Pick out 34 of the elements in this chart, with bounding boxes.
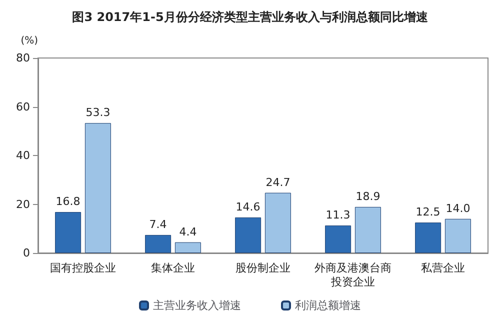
data-label: 14.6 <box>236 200 260 214</box>
bar <box>415 222 442 253</box>
data-label: 24.7 <box>266 176 290 189</box>
data-label: 18.9 <box>356 190 380 203</box>
bar <box>264 192 291 253</box>
legend-label: 主营业务收入增速 <box>153 299 241 312</box>
y-tick-label: 80 <box>16 52 30 64</box>
bar <box>145 234 172 253</box>
y-tick-label: 60 <box>16 100 30 114</box>
y-tick-label: 20 <box>16 198 30 211</box>
data-label: 14.0 <box>446 202 470 215</box>
data-label: 4.4 <box>179 225 197 238</box>
data-label: 11.3 <box>326 208 350 222</box>
x-tick-label: 集体企业 <box>151 262 195 274</box>
x-tick-label: 外商及港澳台商投资企业 <box>314 262 392 288</box>
x-tick-label: 私营企业 <box>421 262 465 274</box>
y-tick-label: 40 <box>16 149 30 162</box>
y-tick-label: 0 <box>23 246 30 260</box>
bar <box>354 206 381 253</box>
bar <box>235 217 262 253</box>
legend-label: 利润总额增速 <box>295 299 361 312</box>
bar <box>325 225 352 253</box>
data-label: 53.3 <box>86 106 110 120</box>
x-tick-label: 股份制企业 <box>236 262 290 274</box>
data-label: 12.5 <box>416 206 440 219</box>
bar <box>444 218 471 253</box>
bar <box>55 212 82 253</box>
bar <box>174 242 201 253</box>
data-label: 16.8 <box>56 195 80 208</box>
chart-title: 图3 2017年1-5月份分经济类型主营业务收入与利润总额同比增速 <box>72 10 429 24</box>
bar <box>84 123 111 253</box>
x-tick-label: 国有控股企业 <box>50 262 116 274</box>
y-axis-title: (%) <box>20 36 38 46</box>
data-label: 7.4 <box>149 218 167 231</box>
